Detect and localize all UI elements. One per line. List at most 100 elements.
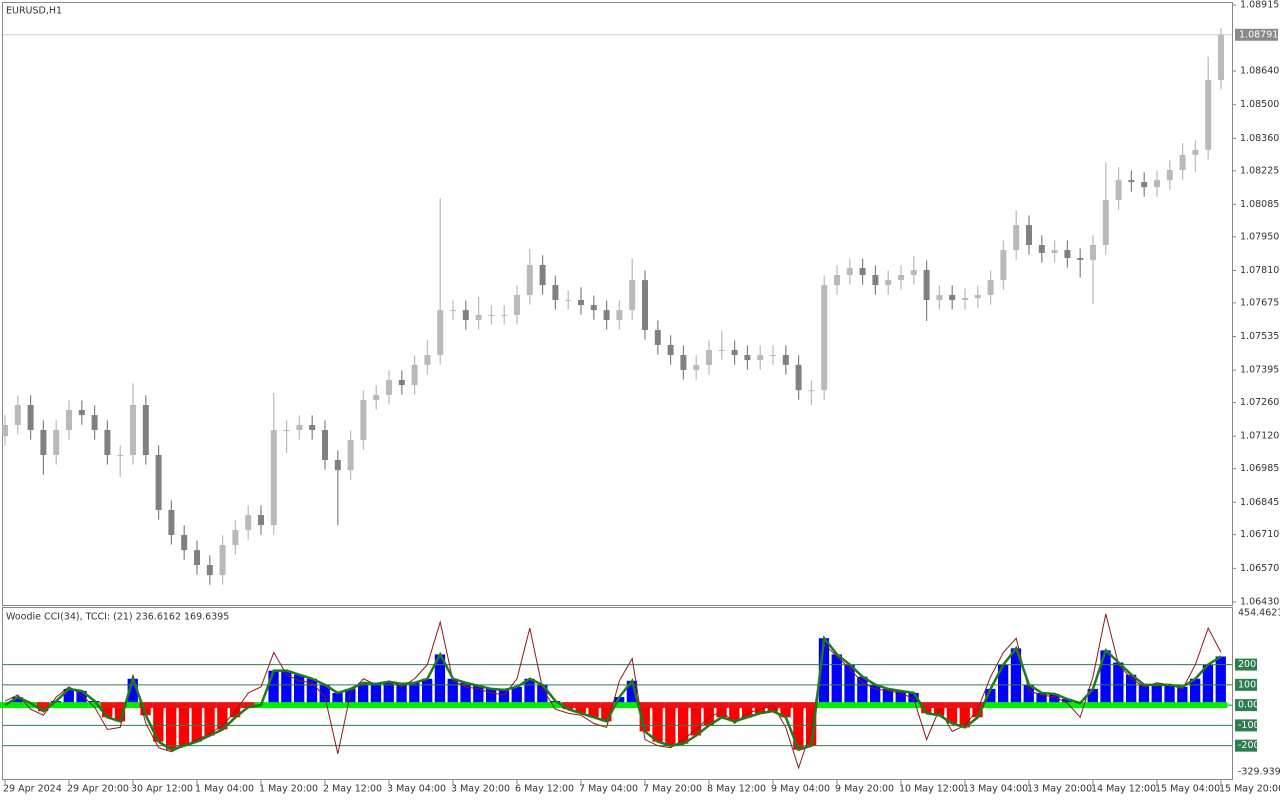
histogram-bar bbox=[370, 683, 382, 706]
histogram-bar bbox=[614, 697, 625, 706]
candle-body bbox=[1205, 79, 1212, 150]
zero-strip bbox=[1112, 702, 1125, 709]
zero-strip bbox=[805, 702, 818, 709]
candle-body bbox=[1192, 149, 1199, 155]
zero-strip bbox=[344, 702, 357, 709]
zero-strip bbox=[1035, 702, 1049, 709]
x-tick-label: 9 May 04:00 bbox=[771, 784, 830, 795]
histogram-bar bbox=[498, 689, 510, 706]
candle-body bbox=[347, 440, 354, 471]
level-label: 100 bbox=[1238, 679, 1256, 690]
zero-strip bbox=[267, 702, 281, 709]
histogram-bar bbox=[422, 678, 433, 706]
candle-body bbox=[718, 349, 725, 351]
histogram-bar bbox=[895, 690, 906, 706]
zero-strip bbox=[523, 702, 537, 709]
zero-strip bbox=[613, 702, 626, 709]
candle-body bbox=[373, 394, 380, 400]
zero-strip bbox=[741, 702, 754, 709]
histogram-bar bbox=[780, 705, 791, 718]
zero-strip bbox=[126, 702, 140, 709]
candle-body bbox=[53, 429, 60, 455]
zero-strip bbox=[881, 702, 895, 709]
level-label: -100 bbox=[1238, 720, 1260, 731]
x-tick-label: 14 May 12:00 bbox=[1091, 784, 1156, 795]
candle-body bbox=[898, 275, 904, 281]
zero-strip bbox=[165, 702, 178, 709]
candle-body bbox=[1077, 257, 1084, 260]
x-tick-label: 8 May 12:00 bbox=[707, 784, 766, 795]
histogram-bar bbox=[690, 705, 702, 736]
candle-body bbox=[680, 355, 687, 370]
histogram-bar bbox=[524, 678, 535, 706]
histogram-bar bbox=[985, 688, 996, 706]
zero-strip bbox=[139, 702, 153, 709]
last-price-label: 1.08791 bbox=[1239, 29, 1278, 40]
zero-strip bbox=[24, 702, 37, 709]
y-tick-label: 1.07395 bbox=[1240, 365, 1279, 376]
candle-body bbox=[360, 399, 367, 441]
candle-body bbox=[757, 355, 764, 361]
y-tick-label: 1.06710 bbox=[1240, 529, 1279, 540]
zero-strip bbox=[651, 702, 665, 709]
histogram-bar bbox=[1036, 692, 1047, 706]
candle-body bbox=[667, 344, 674, 356]
histogram-bar bbox=[1177, 686, 1188, 706]
histogram-bar bbox=[1190, 678, 1201, 706]
candle-body bbox=[936, 294, 943, 301]
candle-body bbox=[104, 429, 111, 455]
candle-body bbox=[40, 429, 47, 455]
histogram-bar bbox=[639, 705, 650, 732]
candle-body bbox=[334, 460, 341, 471]
candle-body bbox=[578, 300, 584, 306]
candle-body bbox=[411, 364, 418, 386]
histogram-bar bbox=[319, 684, 330, 706]
zero-strip bbox=[920, 702, 933, 709]
zero-strip bbox=[677, 702, 690, 709]
y-tick-label: 1.06985 bbox=[1240, 463, 1279, 474]
histogram-bar bbox=[1049, 693, 1060, 706]
histogram-bar bbox=[1062, 699, 1073, 706]
candle-body bbox=[1102, 200, 1109, 246]
candle-body bbox=[923, 269, 930, 301]
candle-body bbox=[590, 305, 597, 311]
zero-strip bbox=[1201, 702, 1215, 709]
histogram-bar bbox=[972, 705, 983, 718]
histogram-bar bbox=[153, 705, 164, 742]
candle-body bbox=[168, 509, 175, 535]
candle-body bbox=[1218, 34, 1224, 80]
x-tick-label: 29 Apr 20:00 bbox=[67, 784, 129, 795]
zero-strip bbox=[843, 702, 857, 709]
candle-body bbox=[155, 454, 162, 510]
histogram-bar bbox=[63, 688, 74, 706]
candle-body bbox=[616, 310, 623, 320]
zero-strip bbox=[817, 702, 831, 709]
candle-body bbox=[1154, 180, 1160, 188]
histogram-bar bbox=[345, 688, 356, 706]
zero-strip bbox=[1048, 702, 1061, 709]
zero-strip bbox=[510, 702, 524, 709]
candle-body bbox=[130, 405, 136, 455]
candle-body bbox=[245, 515, 252, 530]
zero-strip bbox=[433, 702, 447, 709]
y-tick-label: 1.08500 bbox=[1240, 99, 1279, 110]
zero-strip bbox=[664, 702, 677, 709]
histogram-bar bbox=[332, 692, 343, 706]
candle-body bbox=[872, 275, 879, 286]
zero-strip bbox=[446, 702, 460, 709]
histogram-bar bbox=[460, 682, 471, 706]
candle-body bbox=[910, 269, 917, 276]
histogram-bar bbox=[409, 682, 420, 706]
candle-body bbox=[846, 268, 853, 276]
zero-strip bbox=[1189, 702, 1202, 709]
candle-body bbox=[1038, 245, 1045, 253]
candle-body bbox=[603, 310, 610, 320]
histogram-bar bbox=[281, 670, 292, 706]
x-tick-label: 13 May 20:00 bbox=[1027, 784, 1092, 795]
histogram-bar bbox=[729, 705, 740, 722]
histogram-bar bbox=[1023, 684, 1034, 706]
chart-title: EURUSD,H1 bbox=[6, 6, 62, 17]
candle-body bbox=[808, 390, 815, 392]
candle-body bbox=[1090, 245, 1096, 260]
candle-body bbox=[1115, 180, 1122, 201]
